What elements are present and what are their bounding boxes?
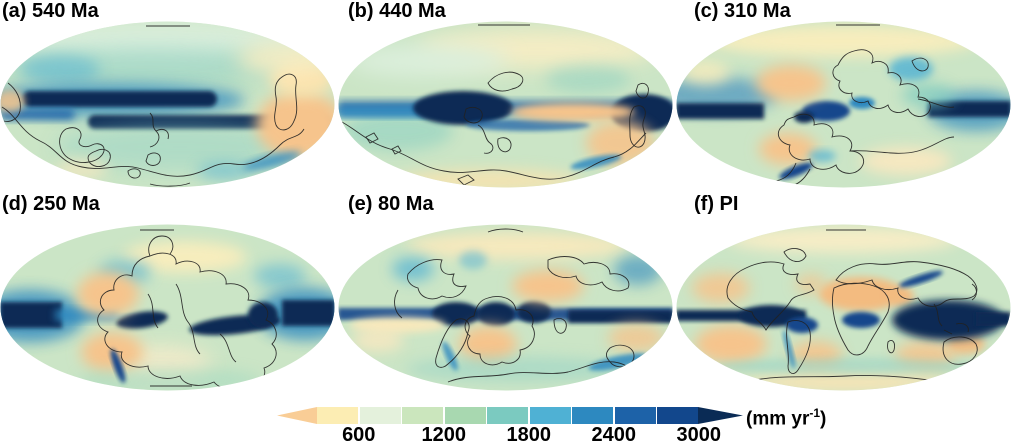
colorbar-segment — [529, 407, 571, 424]
colorbar-segment — [614, 407, 656, 424]
colorbar-segment — [487, 407, 528, 424]
colorbar-unit-label: (mm yr-1) — [746, 406, 826, 430]
panel-c-label: (c) 310 Ma — [694, 0, 791, 22]
colorbar-tick: 1800 — [506, 424, 552, 446]
colorbar-segment — [359, 407, 401, 424]
unit-prefix: (mm yr — [746, 408, 810, 430]
colorbar — [277, 407, 743, 424]
panel-d-label: (d) 250 Ma — [2, 193, 100, 215]
panel-e-label: (e) 80 Ma — [348, 193, 434, 215]
colorbar-tick: 600 — [342, 424, 376, 446]
colorbar-left-arrow-shape — [277, 407, 317, 424]
colorbar-tick: 3000 — [676, 424, 722, 446]
panel-d: (d) 250 Ma — [0, 193, 335, 393]
colorbar-segment — [657, 407, 698, 424]
colorbar-segment — [402, 407, 443, 424]
colorbar-segment — [317, 407, 358, 424]
map-540ma — [0, 21, 335, 188]
unit-suffix: ) — [820, 408, 827, 430]
panel-c: (c) 310 Ma — [676, 0, 1011, 200]
panel-a-label: (a) 540 Ma — [2, 0, 99, 22]
colorbar-segments — [317, 407, 698, 424]
unit-superscript: -1 — [809, 406, 821, 420]
map-440ma — [338, 21, 673, 188]
map-250ma — [0, 224, 335, 391]
map-310ma — [676, 21, 1011, 188]
colorbar-right-arrow-icon — [698, 407, 743, 424]
panel-e: (e) 80 Ma — [338, 193, 673, 393]
panel-b-label: (b) 440 Ma — [348, 0, 446, 22]
map-pi — [676, 224, 1011, 391]
colorbar-segment — [572, 407, 613, 424]
colorbar-left-arrow-icon — [277, 407, 317, 424]
panel-a: (a) 540 Ma — [0, 0, 335, 200]
colorbar-tick: 1200 — [421, 424, 467, 446]
colorbar-tick: 2400 — [591, 424, 637, 446]
panel-b: (b) 440 Ma — [338, 0, 673, 200]
panel-f: (f) PI — [676, 193, 1011, 393]
colorbar-tick-labels: 600 1200 1800 2400 3000 — [317, 424, 721, 447]
panel-f-label: (f) PI — [694, 193, 739, 215]
map-80ma — [338, 224, 673, 391]
colorbar-segment — [444, 407, 486, 424]
colorbar-right-arrow-shape — [698, 407, 743, 424]
